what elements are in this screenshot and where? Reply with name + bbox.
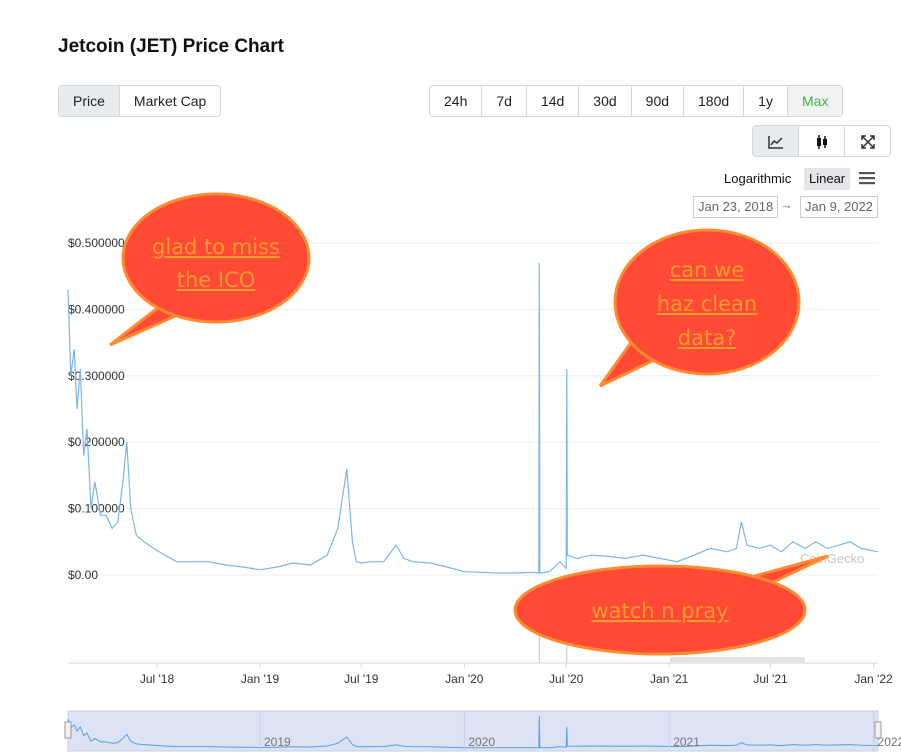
tab-price[interactable]: Price (59, 86, 120, 116)
navigator-year-label: 2019 (264, 735, 291, 749)
bubble-data-line-2: haz clean (657, 292, 757, 316)
range-30d-button[interactable]: 30d (579, 86, 632, 116)
navigator-handle-left (64, 721, 72, 739)
navigator-mask (67, 710, 879, 752)
chart-view-selector (752, 125, 891, 157)
bubble-data-line-3: data? (678, 326, 736, 350)
chart-type-toggle: Price Market Cap (58, 85, 222, 117)
fullscreen-icon (860, 135, 875, 150)
line-chart-icon (767, 136, 783, 150)
speech-bubble-data: can we haz clean data? (598, 228, 801, 388)
date-to-input[interactable]: Jan 9, 2022 (800, 196, 878, 218)
navigator-year-label: 2020 (468, 735, 495, 749)
navigator-line (67, 715, 879, 749)
date-arrow-icon: → (780, 197, 793, 212)
range-14d-button[interactable]: 14d (526, 86, 580, 116)
x-tick-label: Jan '20 (445, 672, 484, 686)
line-chart-button[interactable] (753, 126, 799, 156)
navigator: 2019 2020 2021 2022 (64, 710, 901, 752)
volume-bar (670, 657, 805, 663)
y-tick-label: $0.200000 (68, 435, 125, 449)
time-range-selector: 24h 7d 14d 30d 90d 180d 1y Max (429, 85, 844, 117)
x-tick-label: Jan '19 (241, 672, 280, 686)
x-tick-label: Jul '18 (140, 672, 175, 686)
x-tick-label: Jan '21 (650, 672, 689, 686)
range-1y-button[interactable]: 1y (744, 86, 788, 116)
y-tick-label: $0.400000 (68, 302, 125, 316)
navigator-year-label: 2022 (878, 735, 901, 749)
y-tick-label: $0.00 (68, 568, 98, 582)
range-90d-button[interactable]: 90d (631, 86, 685, 116)
range-24h-button[interactable]: 24h (430, 86, 483, 116)
y-tick-label: $0.300000 (68, 369, 125, 383)
navigator-year-label: 2021 (673, 735, 700, 749)
date-from-input[interactable]: Jan 23, 2018 (693, 196, 779, 218)
y-tick-label: $0.100000 (68, 502, 125, 516)
x-tick-label: Jan '22 (854, 672, 893, 686)
candlestick-button[interactable] (799, 126, 845, 156)
speech-bubble-ico: glad to miss the ICO (109, 192, 311, 347)
volume-bars (538, 610, 805, 663)
logarithmic-scale-button[interactable]: Logarithmic (724, 171, 792, 186)
candlestick-icon (816, 135, 827, 150)
range-180d-button[interactable]: 180d (684, 86, 745, 116)
range-7d-button[interactable]: 7d (482, 86, 527, 116)
price-series-line (67, 262, 879, 574)
watermark: CoinGecko (800, 551, 864, 566)
menu-icon[interactable] (858, 169, 876, 187)
navigator-handle-right (874, 721, 882, 739)
bubble-pray-line-1: watch n pray (591, 599, 728, 623)
speech-bubble-pray: watch n pray (513, 554, 829, 656)
fullscreen-button[interactable] (845, 126, 890, 156)
tab-market-cap[interactable]: Market Cap (119, 86, 221, 116)
page-title: Jetcoin (JET) Price Chart (58, 36, 284, 57)
bubble-ico-line-1: glad to miss (152, 235, 280, 259)
bubble-data-line-1: can we (670, 258, 745, 282)
y-tick-label: $0.500000 (68, 236, 125, 250)
x-tick-label: Jul '20 (549, 672, 584, 686)
x-tick-label: Jul '21 (753, 672, 788, 686)
range-max-button[interactable]: Max (787, 86, 843, 116)
linear-scale-button[interactable]: Linear (804, 168, 851, 190)
x-tick-label: Jul '19 (344, 672, 379, 686)
bubble-ico-line-2: the ICO (177, 268, 256, 292)
